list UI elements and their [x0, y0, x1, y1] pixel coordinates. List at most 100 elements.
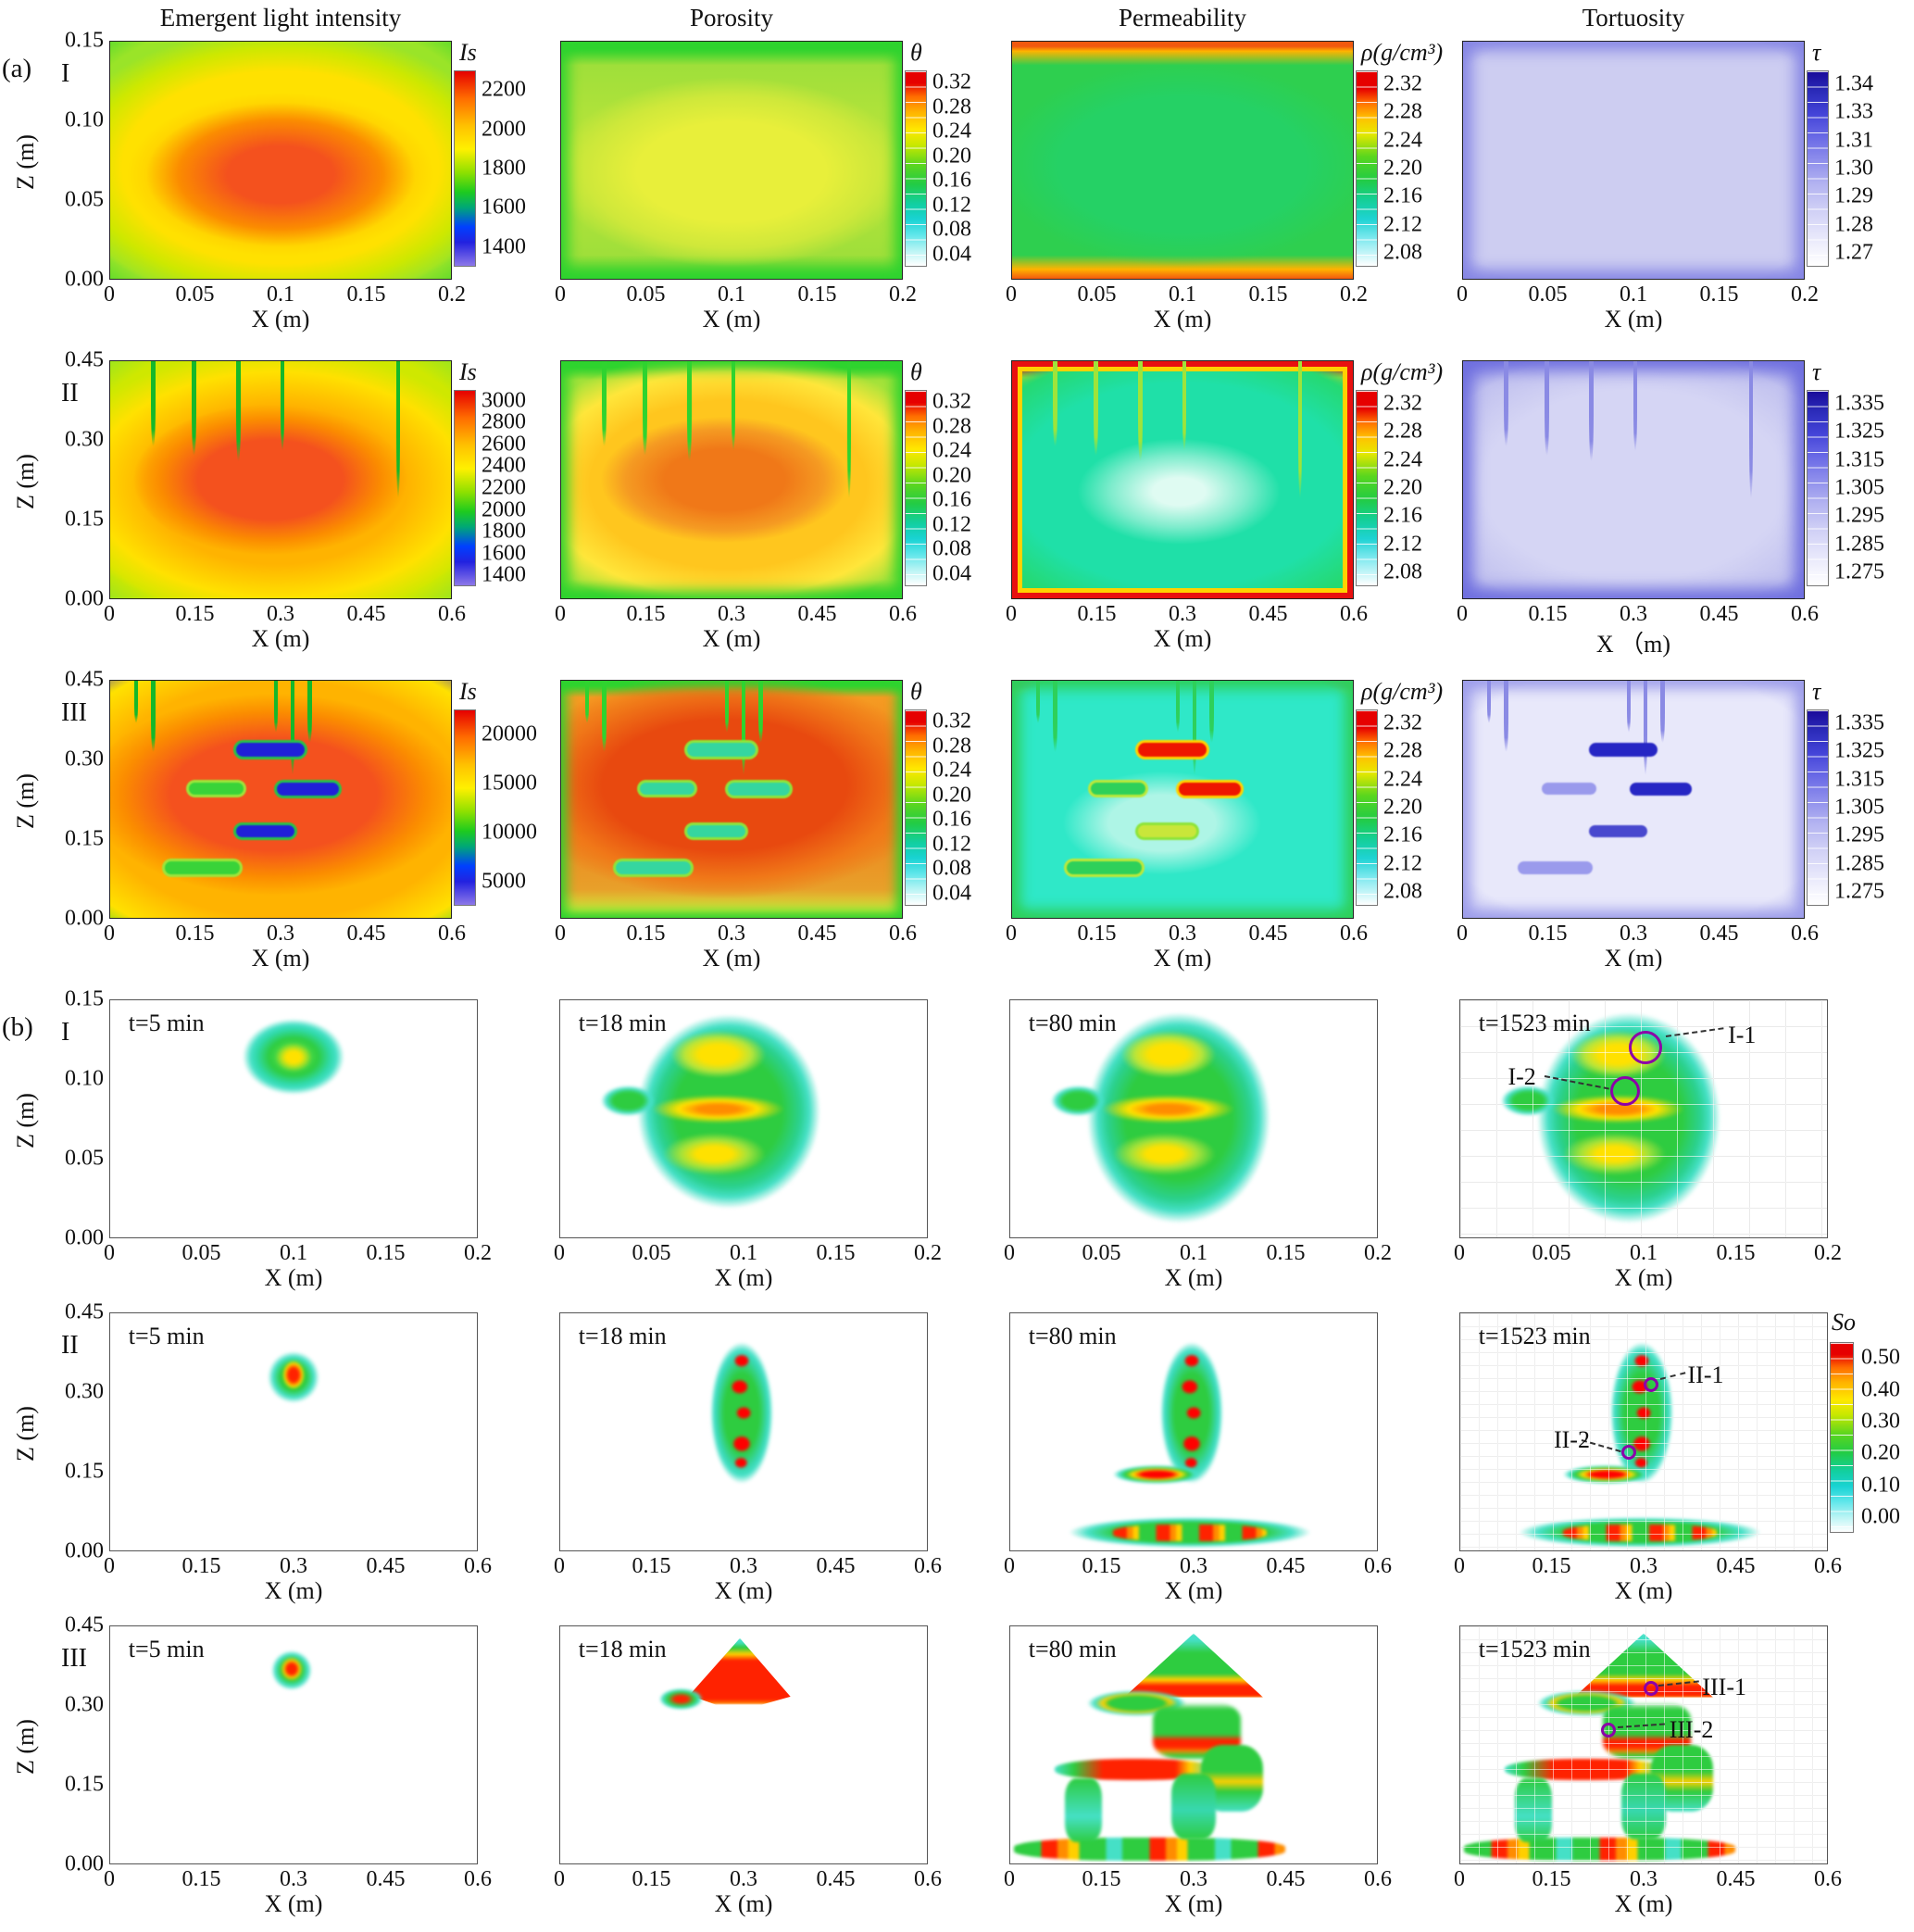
lens-feature: [277, 783, 339, 797]
panel-group: 0 0.15 0.3 0.45 0.6 X (m) θ 0.32 0.28 0.24 0.20 0.1…: [555, 358, 1011, 674]
column-headers: Emergent light intensity Porosity Permea…: [0, 0, 1914, 35]
colorbar-tick-label: 1.325: [1834, 738, 1884, 763]
drip-line: [643, 361, 647, 457]
colorbar-segments: [1808, 391, 1828, 585]
z-tick-label: 0.30: [65, 746, 104, 772]
drip-line: [273, 681, 279, 734]
x-tick-label: 0.6: [1364, 1554, 1392, 1578]
x-tick-label: 0.3: [280, 1554, 307, 1578]
colorbar: Is 2200 2000 1800 1600 1400: [452, 39, 560, 355]
colorbar-segments: [1831, 1343, 1853, 1532]
z-tick-label: 0.15: [65, 1459, 104, 1484]
x-tick-label: 0.3: [280, 1867, 307, 1891]
x-tick-label: 0: [1006, 602, 1017, 626]
x-tick-label: 0.1: [280, 1241, 307, 1265]
x-tick-label: 0.15: [1716, 1241, 1756, 1265]
z-tick-label: 0.15: [65, 507, 104, 532]
lens-feature: [1517, 860, 1593, 874]
x-axis-ticks: 0 0.15 0.3 0.45 0.6: [1457, 599, 1819, 626]
x-tick-label: 0.45: [1699, 602, 1739, 626]
drip-line: [1660, 681, 1665, 743]
z-axis-title: Z (m): [12, 1093, 39, 1148]
x-tick-label: 0: [1006, 282, 1017, 307]
x-tick-label: 0.15: [1248, 282, 1288, 307]
drip-line: [236, 361, 241, 461]
x-axis-ticks: 0 0.15 0.3 0.45 0.6: [104, 919, 466, 946]
colorbar-tick-label: 2.24: [1383, 447, 1422, 472]
colorbar: θ 0.32 0.28 0.24 0.20 0.16 0.12 0.08 0.04: [903, 39, 1011, 355]
x-tick-label: 0: [104, 1554, 115, 1578]
colorbar-tick-label: 2.20: [1383, 795, 1422, 820]
saturation-map-II-4: II-1 II-2 t=1523 min: [1459, 1312, 1828, 1551]
colorbar-tick-label: 2.12: [1383, 532, 1422, 557]
time-label: t=80 min: [1028, 1323, 1117, 1350]
panel-column: 0 0.15 0.3 0.45 0.6 X (m): [1457, 680, 1819, 994]
drip-line: [291, 681, 295, 776]
drip-line: [732, 361, 736, 452]
x-tick-label: 0.6: [889, 922, 917, 946]
plume-region: [1171, 1773, 1216, 1840]
x-tick-label: 0.05: [1532, 1241, 1571, 1265]
x-tick-label: 0.45: [1266, 1554, 1306, 1578]
drip-features: [1012, 681, 1353, 918]
panel-group: II-1 II-2 t=1523 min 0 0.15 0.3 0.45 0.6 X (m) So…: [1454, 1309, 1909, 1620]
x-tick-label: 0: [1457, 602, 1468, 626]
x-tick-label: 0.6: [1814, 1554, 1842, 1578]
drip-line: [1138, 361, 1143, 461]
heatmap-permeability-III: [1011, 680, 1354, 919]
colorbar-ticks: 0.50 0.40 0.30 0.20 0.10 0.00: [1861, 1342, 1914, 1533]
colorbar-gradient: [454, 70, 476, 267]
saturation-map-III-3: t=80 min: [1009, 1625, 1378, 1864]
x-tick-label: 0.6: [464, 1867, 492, 1891]
part-b-grid: (b) I Z (m) 0.15 0.10 0.05 0.00 t=5 min 0 0.05 0.1…: [0, 987, 1914, 1932]
row-gutter: II Z (m) 0.45 0.30 0.15 0.00: [0, 1300, 109, 1620]
plume-region: [1065, 1777, 1102, 1842]
lens-feature: [1138, 825, 1196, 837]
time-label: t=80 min: [1028, 1010, 1117, 1037]
x-tick-label: 0.6: [1791, 922, 1819, 946]
panel-column: 0 0.15 0.3 0.45 0.6 X (m): [1006, 360, 1368, 674]
colorbar-tick-label: 2200: [482, 475, 526, 500]
panel-column: 0 0.15 0.3 0.45 0.6 X （m): [1457, 360, 1819, 674]
lens-feature: [639, 783, 694, 795]
colorbar-tick-label: 0.16: [932, 807, 971, 832]
z-tick-label: 0.30: [65, 1379, 104, 1404]
colorbar-title: Is: [459, 39, 477, 66]
drip-line: [1175, 681, 1181, 734]
colorbar-tick-label: 0.24: [932, 438, 971, 463]
x-tick-label: 0.45: [1248, 602, 1288, 626]
panel-group: 0 0.15 0.3 0.45 0.6 X (m) ρ(g/cm³) 2.32 2.28 2.24…: [1006, 678, 1462, 994]
colorbar-tick-label: 2.08: [1383, 879, 1422, 904]
x-tick-label: 0.15: [632, 1554, 671, 1578]
x-axis-ticks: 0 0.05 0.1 0.15 0.2: [104, 1238, 492, 1265]
x-tick-label: 0.45: [366, 1867, 406, 1891]
colorbar-ticks: 20000 15000 10000 5000: [482, 709, 559, 906]
colorbar-tick-label: 2.20: [1383, 475, 1422, 500]
z-tick-label: 0.00: [65, 906, 104, 931]
x-tick-label: 0.45: [1248, 922, 1288, 946]
time-label: t=18 min: [578, 1010, 667, 1037]
colorbar-tick-label: 0.24: [932, 758, 971, 783]
panel-column: 0 0.15 0.3 0.45 0.6 X (m): [1006, 680, 1368, 994]
x-axis-ticks: 0 0.05 0.1 0.15 0.2: [104, 280, 466, 307]
colorbar-ticks: 0.32 0.28 0.24 0.20 0.16 0.12 0.08 0.04: [932, 390, 1010, 586]
colorbar-tick-label: 0.08: [932, 536, 971, 561]
colorbar-tick-label: 2.32: [1383, 391, 1422, 416]
saturation-map-II-2: t=18 min: [559, 1312, 928, 1551]
x-axis-title: X (m): [251, 306, 310, 332]
plume-region: [281, 1657, 303, 1681]
oil-saturation-plume: [560, 1000, 927, 1237]
z-tick-label: 0.45: [65, 1299, 104, 1324]
part-a-grid: (a) I Z (m) 0.15 0.10 0.05 0.00 0 0.05 0.1 0.15 0.2…: [0, 29, 1914, 994]
panel-column: 0 0.15 0.3 0.45 0.6 X (m): [104, 360, 466, 674]
colorbar-tick-label: 15000: [482, 771, 537, 795]
figure-row-a-III: III Z (m) 0.45 0.30 0.15 0.00 0 0.15 0.3 0.45 0.6 X…: [0, 668, 1914, 994]
z-axis-title: Z (m): [12, 454, 39, 509]
colorbar-gradient: [1830, 1342, 1854, 1533]
colorbar-tick-label: 0.04: [932, 881, 971, 906]
colorbar-tick-label: 20000: [482, 721, 537, 746]
panel-group: 0 0.15 0.3 0.45 0.6 X (m) Is 20000 15000 10000 500…: [104, 678, 560, 994]
annotation-circle: [1601, 1722, 1617, 1738]
plume-region: [669, 1031, 766, 1079]
colorbar-tick-label: 0.20: [932, 144, 971, 169]
